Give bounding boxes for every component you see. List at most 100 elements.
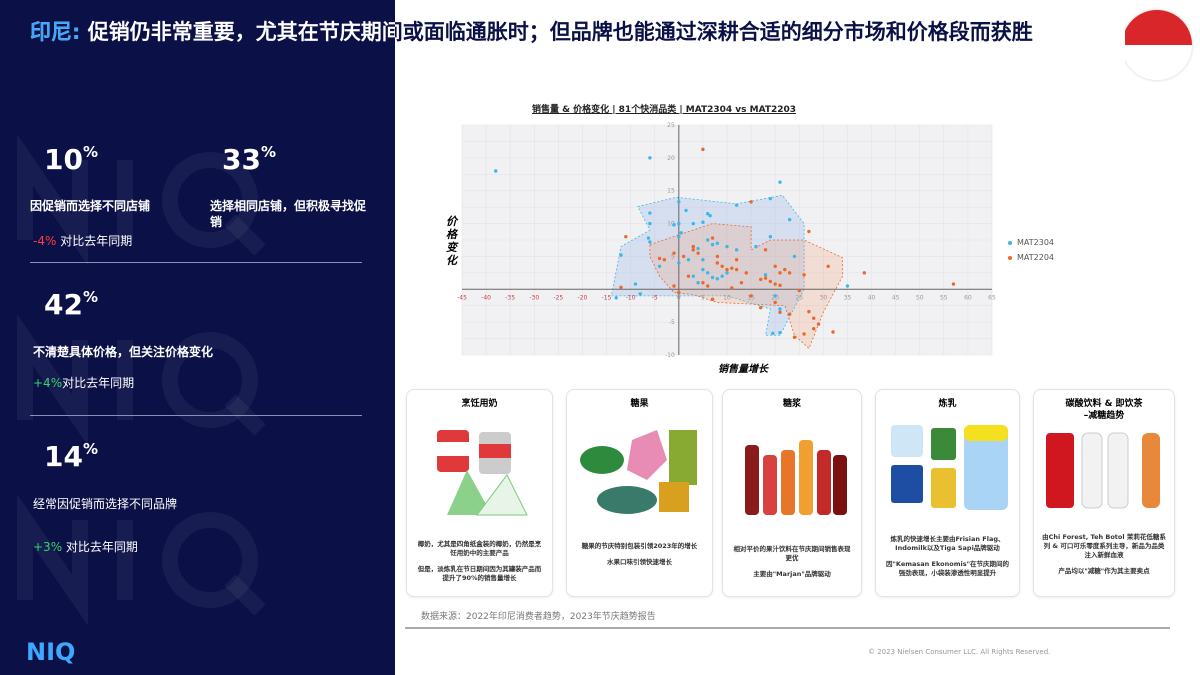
data-point-mat2204 xyxy=(831,330,835,334)
card-text: 主要由"Marjan"品牌驱动 xyxy=(753,570,831,578)
data-point-mat2304 xyxy=(701,267,705,272)
data-point-mat2304 xyxy=(706,212,710,216)
data-point-mat2304 xyxy=(763,273,768,277)
data-point-mat2204 xyxy=(768,279,773,284)
stat-label: 因促销而选择不同店铺 xyxy=(30,199,151,213)
data-point-mat2304 xyxy=(708,213,712,218)
niq-watermark xyxy=(17,134,266,626)
card-text: 椰奶，尤其是四角纸盒装的椰奶，仍然是烹饪用奶中的主要产品 xyxy=(417,540,542,557)
data-point-mat2304 xyxy=(778,330,782,335)
stat-label: 选择相同店铺，但积极寻找促销 xyxy=(210,199,367,229)
data-point-mat2304 xyxy=(725,271,729,275)
card-text-block: 糖果的节庆特别包装引领2023年的增长 水果口味引领快速增长 xyxy=(575,542,704,567)
data-point-mat2304 xyxy=(696,246,700,251)
data-point-mat2304 xyxy=(638,292,642,296)
x-tick-label: -35 xyxy=(505,294,515,301)
data-point-mat2304 xyxy=(778,180,782,184)
stat-value: 14% xyxy=(44,440,98,473)
product-image xyxy=(1046,432,1160,509)
data-point-mat2204 xyxy=(802,273,806,277)
x-tick-label: 50 xyxy=(916,294,924,301)
indonesia-flag-icon xyxy=(1122,10,1192,80)
data-point-mat2304 xyxy=(633,282,638,286)
data-point-mat2204 xyxy=(681,254,686,259)
data-point-mat2204 xyxy=(797,288,801,293)
data-point-mat2204 xyxy=(701,147,705,152)
data-point-mat2204 xyxy=(686,274,691,278)
x-tick-label: 35 xyxy=(844,294,852,301)
data-point-mat2204 xyxy=(715,254,720,259)
data-point-mat2304 xyxy=(715,241,720,245)
x-tick-label: 45 xyxy=(892,294,900,301)
data-point-mat2304 xyxy=(792,254,797,259)
data-point-mat2304 xyxy=(614,296,618,300)
data-point-mat2304 xyxy=(787,217,792,222)
data-point-mat2304 xyxy=(677,221,681,226)
x-tick-label: -40 xyxy=(481,294,491,301)
data-point-mat2304 xyxy=(648,156,652,160)
data-point-mat2304 xyxy=(619,253,623,257)
data-point-mat2204 xyxy=(816,322,821,326)
chart-title: 销售量 & 价格变化 | 81个快消品类 | MAT2304 vs MAT220… xyxy=(532,105,797,115)
stat-change: +3% 对比去年同期 xyxy=(33,540,138,554)
legend-item-mat2204: MAT2204 xyxy=(1008,250,1054,265)
x-axis-label: 销售量增长 xyxy=(718,364,768,375)
x-tick-label: -45 xyxy=(457,294,467,301)
data-point-mat2304 xyxy=(701,220,705,224)
title-text: 促销仍非常重要，尤其在节庆期间或面临通胀时；但品牌也能通过深耕合适的细分市场和价… xyxy=(80,20,1033,44)
data-point-mat2304 xyxy=(686,258,691,262)
x-tick-label: 5 xyxy=(701,294,705,301)
data-point-mat2204 xyxy=(759,277,763,282)
card-condensed-milk: 炼乳 炼乳的快速增长主要由Frisian Flag、Indomilk以及Tiga… xyxy=(875,389,1020,597)
x-tick-label: 65 xyxy=(988,294,996,301)
data-point-mat2204 xyxy=(710,236,715,240)
data-point-mat2304 xyxy=(734,248,739,252)
data-point-mat2204 xyxy=(619,285,623,290)
card-candy: 糖果 糖果的节庆特别包装引领2023年的增长 水果口味引领快速增长 xyxy=(566,389,713,597)
title-backdrop xyxy=(395,8,1125,78)
card-text: 相对平价的果汁饮料在节庆期间销售表现更优 xyxy=(733,545,851,562)
data-point-mat2204 xyxy=(715,261,720,265)
y-tick-label: 15 xyxy=(667,188,675,195)
legend-item-mat2304: MAT2304 xyxy=(1008,235,1054,250)
x-tick-label: 60 xyxy=(964,294,972,301)
card-text-block: 椰奶，尤其是四角纸盒装的椰奶，仍然是烹饪用奶中的主要产品 但是，淡炼乳在节日期间… xyxy=(415,540,544,583)
data-point-mat2204 xyxy=(730,266,734,270)
data-point-mat2304 xyxy=(677,200,681,204)
x-tick-label: 40 xyxy=(868,294,876,301)
data-point-mat2304 xyxy=(715,277,720,281)
card-cooking-milk: 烹饪用奶 椰奶，尤其是四角纸盒装的椰奶，仍然是烹饪用奶中的主要产品 但是，淡炼乳… xyxy=(406,389,553,597)
data-point-mat2304 xyxy=(845,284,850,288)
data-point-mat2204 xyxy=(749,200,753,204)
data-point-mat2304 xyxy=(696,281,700,285)
left-panel: 10% 因促销而选择不同店铺 -4% 对比去年同期 33% 选择相同店铺，但积极… xyxy=(0,0,395,675)
data-point-mat2204 xyxy=(783,267,787,272)
plot-area xyxy=(462,125,992,355)
data-point-mat2204 xyxy=(778,283,782,288)
page-title: 印尼: 促销仍非常重要，尤其在节庆期间或面临通胀时；但品牌也能通过深耕合适的细分… xyxy=(30,18,1110,47)
data-point-mat2204 xyxy=(734,258,739,262)
stat-value: 10% xyxy=(44,143,98,176)
data-point-mat2204 xyxy=(624,235,628,239)
x-tick-label: 0 xyxy=(677,294,681,301)
data-point-mat2204 xyxy=(812,327,816,331)
stat-label: 不清楚具体价格，但关注价格变化 xyxy=(33,345,214,359)
card-text-block: 炼乳的快速增长主要由Frisian Flag、Indomilk以及Tiga Sa… xyxy=(884,535,1011,578)
data-point-mat2204 xyxy=(691,248,695,252)
card-text: 由Chi Forest, Teh Botol 茉莉花低糖系列 & 可口可乐零度系… xyxy=(1042,533,1166,559)
data-point-mat2204 xyxy=(807,229,811,234)
stat-change: -4% 对比去年同期 xyxy=(33,234,133,248)
data-point-mat2204 xyxy=(759,305,763,310)
x-tick-label: -15 xyxy=(602,294,612,301)
divider xyxy=(30,262,362,263)
data-point-mat2204 xyxy=(725,267,729,272)
card-syrup: 糖浆 相对平价的果汁饮料在节庆期间销售表现更优 主要由"Marjan"品牌驱动 xyxy=(722,389,862,597)
card-title: 糖果 xyxy=(630,399,649,409)
data-point-mat2204 xyxy=(763,248,768,252)
x-tick-label: -20 xyxy=(578,294,588,301)
data-point-mat2304 xyxy=(672,223,676,227)
card-title: 炼乳 xyxy=(938,399,957,409)
card-text: 产品均以"减糖"作为其主要卖点 xyxy=(1058,567,1150,575)
data-point-mat2204 xyxy=(807,309,811,314)
x-tick-label: 55 xyxy=(940,294,948,301)
